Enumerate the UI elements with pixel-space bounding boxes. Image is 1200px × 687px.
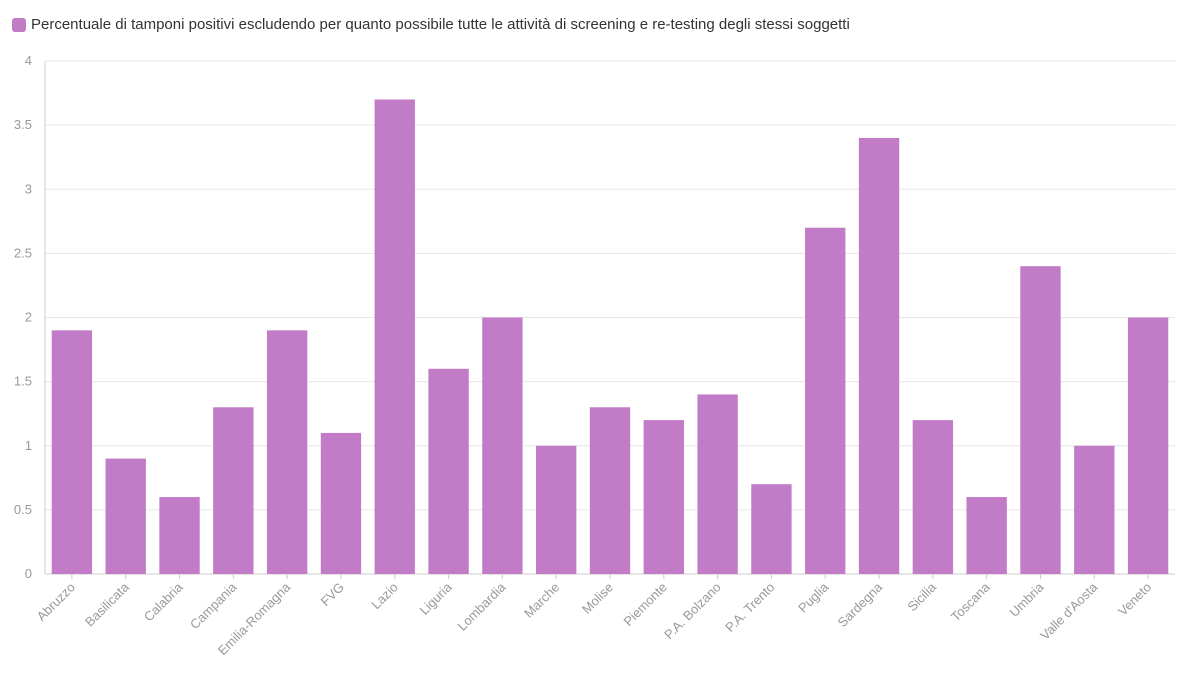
bar-abruzzo — [51, 330, 93, 574]
y-tick-label: 3 — [25, 181, 32, 196]
bar-basilicata — [105, 458, 146, 574]
x-tick-label: P.A. Trento — [722, 580, 777, 635]
x-tick-label: Abruzzo — [34, 580, 78, 624]
y-tick-label: 0 — [25, 566, 32, 581]
y-tick-label: 2 — [25, 310, 32, 325]
bar-p-a-bolzano — [697, 394, 738, 574]
bar-lombardia — [482, 317, 523, 574]
bars — [51, 99, 1169, 574]
legend-label: Percentuale di tamponi positivi escluden… — [31, 16, 850, 33]
bar-toscana — [966, 497, 1007, 574]
x-tick-label: Veneto — [1115, 580, 1154, 619]
bar-marche — [536, 445, 577, 574]
x-tick-label: Campania — [187, 579, 240, 632]
bar-fvg — [320, 432, 362, 574]
y-tick-label: 1 — [25, 438, 32, 453]
bar-sicilia — [912, 420, 954, 574]
bar-molise — [589, 407, 631, 574]
y-tick-label: 4 — [25, 53, 32, 68]
x-tick-label: Piemonte — [620, 580, 669, 629]
bar-campania — [213, 407, 254, 574]
x-tick-label: Liguria — [416, 579, 455, 618]
bar-valle-d-aosta — [1074, 445, 1115, 574]
bar-emilia-romagna — [266, 330, 308, 574]
bar-puglia — [805, 227, 846, 574]
x-tick-label: Molise — [579, 580, 616, 617]
x-tick-label: Sicilia — [904, 579, 939, 614]
legend-swatch — [12, 17, 26, 32]
y-tick-label: 2.5 — [14, 245, 32, 260]
bar-p-a-trento — [751, 484, 792, 574]
x-tick-label: FVG — [318, 580, 348, 610]
y-tick-label: 0.5 — [14, 502, 32, 517]
x-tick-label: Calabria — [141, 579, 186, 624]
bar-calabria — [159, 497, 200, 574]
x-tick-label: Toscana — [948, 579, 993, 624]
x-tick-label: Lazio — [368, 580, 401, 613]
bar-liguria — [428, 368, 469, 574]
x-tick-label: Puglia — [795, 579, 832, 616]
bar-piemonte — [643, 420, 684, 574]
bar-veneto — [1127, 317, 1169, 574]
chart-legend: Percentuale di tamponi positivi escluden… — [12, 16, 850, 33]
bar-umbria — [1020, 266, 1061, 574]
x-tick-label: Basilicata — [82, 579, 132, 629]
y-tick-label: 1.5 — [14, 374, 32, 389]
x-tick-label: Lombardia — [454, 579, 509, 634]
bar-lazio — [374, 99, 415, 574]
x-tick-label: Valle d'Aosta — [1037, 579, 1101, 643]
x-tick-label: P.A. Bolzano — [661, 580, 724, 643]
x-axis: Abruzzo Basilicata Calabria CampaniaEmilia-… — [34, 574, 1154, 658]
bar-sardegna — [858, 137, 900, 574]
x-tick-label: Umbria — [1006, 579, 1047, 620]
x-tick-label: Sardegna — [835, 579, 886, 630]
y-tick-label: 3.5 — [14, 117, 32, 132]
x-tick-label: Marche — [521, 580, 562, 621]
